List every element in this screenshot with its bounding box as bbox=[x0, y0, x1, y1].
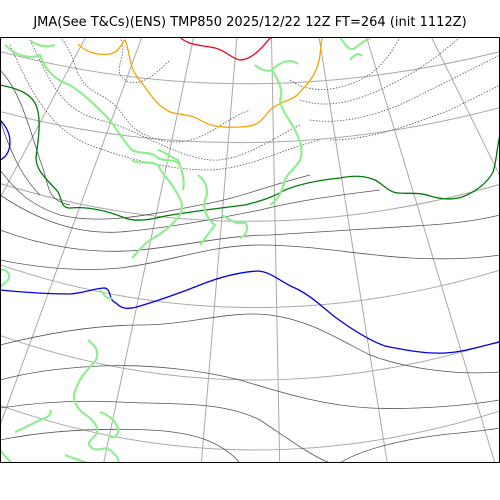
isotherm-red bbox=[179, 37, 273, 61]
isotherm-blue bbox=[0, 270, 500, 354]
map-frame bbox=[0, 37, 500, 463]
isotherm-orange bbox=[77, 37, 323, 128]
coastlines bbox=[0, 37, 371, 463]
longitude-lines bbox=[0, 37, 500, 463]
map-border bbox=[0, 37, 500, 463]
isotherm-green bbox=[0, 84, 500, 221]
dotted-isotherms bbox=[9, 37, 500, 171]
map-title: JMA(See T&Cs)(ENS) TMP850 2025/12/22 12Z… bbox=[33, 15, 467, 30]
thin-isotherms bbox=[0, 69, 500, 463]
weather-map bbox=[0, 37, 500, 463]
isotherm-blue-west bbox=[0, 119, 11, 161]
